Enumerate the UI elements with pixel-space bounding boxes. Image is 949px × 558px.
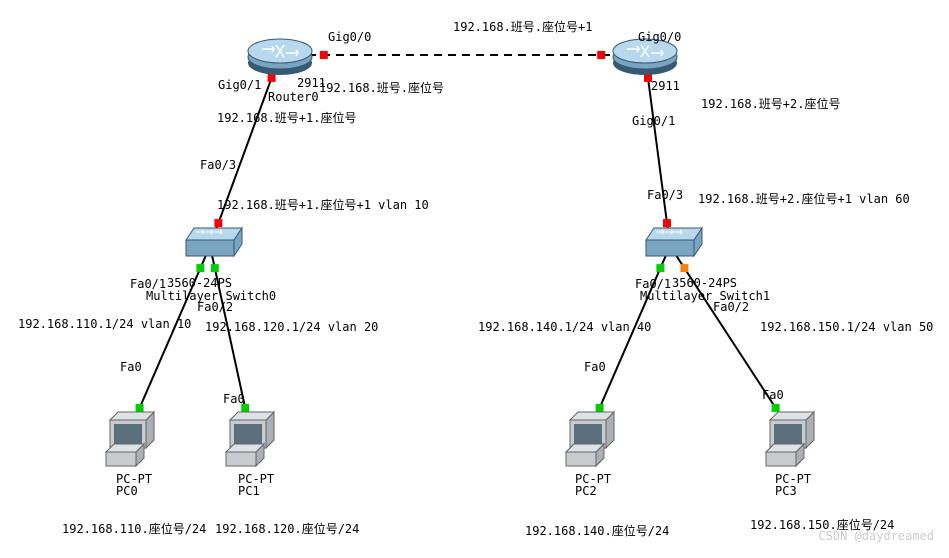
diagram-label: Fa0 — [120, 360, 142, 374]
link-status-dot — [772, 404, 780, 412]
link — [590, 246, 670, 430]
link — [130, 246, 210, 430]
link-status-dot — [268, 74, 276, 82]
link-status-dot — [680, 264, 688, 272]
diagram-label: 192.168.120.1/24 vlan 20 — [205, 320, 378, 334]
diagram-label: 192.168.班号.座位号+1 — [453, 18, 592, 35]
router-icon — [613, 39, 677, 75]
diagram-label: Gig0/0 — [638, 30, 681, 44]
diagram-label: 192.168.班号.座位号 — [319, 79, 444, 96]
link-status-dot — [211, 264, 219, 272]
diagram-label: Gig0/1 — [218, 78, 261, 92]
diagram-label: Fa0/3 — [200, 158, 236, 172]
diagram-label: Fa0/3 — [647, 188, 683, 202]
diagram-label: 192.168.150.1/24 vlan 50 — [760, 320, 933, 334]
diagram-label: Fa0/2 — [713, 300, 749, 314]
l3switch-icon — [186, 228, 242, 256]
link-status-dot — [214, 219, 222, 227]
diagram-label: 192.168.140.座位号/24 — [525, 522, 669, 539]
diagram-label: Gig0/1 — [632, 114, 675, 128]
diagram-label: Multilayer Switch1 — [640, 289, 770, 303]
pc-icon — [566, 412, 614, 466]
l3switch-icon — [646, 228, 702, 256]
diagram-label: Fa0/2 — [197, 300, 233, 314]
link — [670, 246, 790, 430]
diagram-label: 2911 — [651, 79, 680, 93]
diagram-label: Gig0/0 — [328, 30, 371, 44]
diagram-label: Router0 — [268, 90, 319, 104]
diagram-label: Fa0 — [223, 392, 245, 406]
router-icon — [248, 39, 312, 75]
diagram-label: 192.168.120.座位号/24 — [215, 520, 359, 537]
diagram-label: PC0 — [116, 484, 138, 498]
diagram-label: 192.168.110.座位号/24 — [62, 520, 206, 537]
link-status-dot — [136, 404, 144, 412]
diagram-label: PC2 — [575, 484, 597, 498]
diagram-label: PC3 — [775, 484, 797, 498]
link-status-dot — [663, 219, 671, 227]
diagram-label: 192.168.110.1/24 vlan 10 — [18, 317, 191, 331]
pc-icon — [106, 412, 154, 466]
link-status-dot — [196, 264, 204, 272]
link-status-dot — [320, 51, 328, 59]
diagram-label: 3560-24PS — [672, 276, 737, 290]
diagram-label: PC1 — [238, 484, 260, 498]
link-status-dot — [656, 264, 664, 272]
pc-icon — [766, 412, 814, 466]
watermark: CSDN @daydreamed — [818, 529, 934, 543]
diagram-label: 192.168.班号+2.座位号+1 vlan 60 — [698, 190, 910, 207]
diagram-label: 192.168.班号+1.座位号 — [217, 109, 356, 126]
diagram-label: 192.168.140.1/24 vlan 40 — [478, 320, 651, 334]
diagram-label: 192.168.班号+1.座位号+1 vlan 10 — [217, 196, 429, 213]
diagram-label: 192.168.班号+2.座位号 — [701, 95, 840, 112]
diagram-label: Fa0 — [762, 388, 784, 402]
link-status-dot — [596, 404, 604, 412]
link-status-dot — [597, 51, 605, 59]
pc-icon — [226, 412, 274, 466]
diagram-label: 3560-24PS — [167, 276, 232, 290]
diagram-label: Fa0 — [584, 360, 606, 374]
